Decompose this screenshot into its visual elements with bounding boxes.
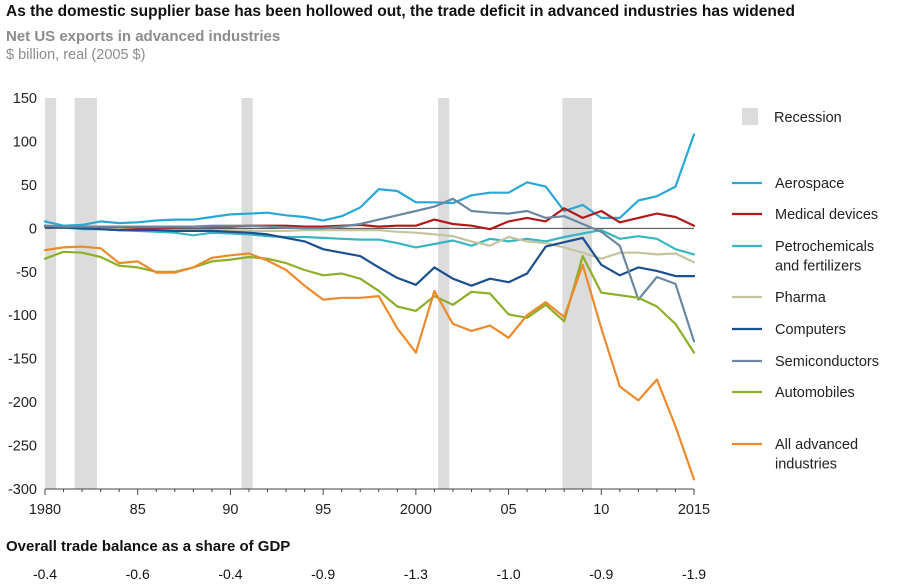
legend-label-medical-devices: Medical devices [775,207,878,223]
legend-label-line: Pharma [775,290,827,306]
y-tick-label: -100 [8,308,37,324]
x-tick-label: 1980 [29,502,61,518]
x-tick-label: 05 [501,502,517,518]
line-chart: 150 100 50 0 -50 -100 -150 -200 -250 -300 1980 85 9… [8,91,879,518]
y-tick-label: -150 [8,352,37,368]
legend-label-all-advanced-industries: All advanced industries [775,437,858,473]
recession-band [438,98,450,489]
legend-label-semiconductors: Semiconductors [775,354,879,370]
legend-label-line: Automobiles [775,385,855,401]
legend-label-line: and fertilizers [775,259,861,275]
legend-label-aerospace: Aerospace [775,176,844,192]
series-line-aerospace [43,133,696,227]
chart-units: $ billion, real (2005 $) [6,47,146,63]
series-line-computers [43,225,696,287]
legend-label-line: All advanced [775,437,858,453]
x-tick-label: 2000 [400,502,432,518]
y-tick-label: 150 [13,91,37,107]
legend-label-line: Petrochemicals [775,239,874,255]
gdp-balance-value: -1.0 [496,566,521,582]
gdp-balance-value: -0.6 [125,566,150,582]
legend-label-automobiles: Automobiles [775,385,855,401]
x-tick-label: 85 [130,502,146,518]
recession-band [241,98,253,489]
legend-recession-label: Recession [774,110,842,126]
chart-subtitle: Net US exports in advanced industries [6,28,281,45]
recession-band [45,98,57,489]
gdp-balance-value: -0.9 [311,566,336,582]
y-tick-label: 50 [21,178,37,194]
y-tick-label: -50 [16,265,37,281]
legend-label-computers: Computers [775,322,846,338]
legend-label-pharma: Pharma [775,290,827,306]
legend: Recession Aerospace Medical devices Petroch… [732,108,879,473]
legend-label-line: Computers [775,322,846,338]
legend-label-line: Aerospace [775,176,844,192]
y-axis: 150 100 50 0 -50 -100 -150 -200 -250 -300 [8,91,37,498]
series-line-petrochemicals-and-fertilizers [43,224,696,256]
y-tick-label: -300 [8,482,37,498]
x-tick-label: 90 [222,502,238,518]
legend-label-line: industries [775,457,837,473]
y-tick-label: -200 [8,395,37,411]
y-tick-label: 0 [29,221,37,237]
x-tick-label: 10 [593,502,609,518]
series-line-automobiles [43,250,696,354]
gdp-balance-value: -1.9 [681,566,707,582]
series-lines [43,133,696,481]
x-tick-label: 95 [315,502,331,518]
y-tick-label: -250 [8,439,37,455]
gdp-balance-value: -0.9 [589,566,614,582]
chart-title: As the domestic supplier base has been h… [6,3,795,20]
x-axis: 1980 85 90 95 2000 05 10 2015 [29,488,710,518]
gdp-balance-value: -0.4 [218,566,243,582]
legend-recession-swatch [742,108,758,125]
legend-label-line: Medical devices [775,207,878,223]
legend-label-line: Semiconductors [775,354,879,370]
series-line-semiconductors [43,197,696,343]
recession-bands [45,98,593,489]
gdp-balance-value: -0.4 [32,566,58,582]
gdp-balance-title: Overall trade balance as a share of GDP [6,538,291,555]
y-tick-label: 100 [13,134,37,150]
series-line-all-advanced-industries [43,245,696,481]
recession-band [74,98,97,489]
recession-band [562,98,593,489]
gdp-balance-value: -1.3 [403,566,428,582]
x-tick-label: 2015 [678,502,710,518]
legend-label-petrochemicals-and-fertilizers: Petrochemicals and fertilizers [775,239,874,275]
